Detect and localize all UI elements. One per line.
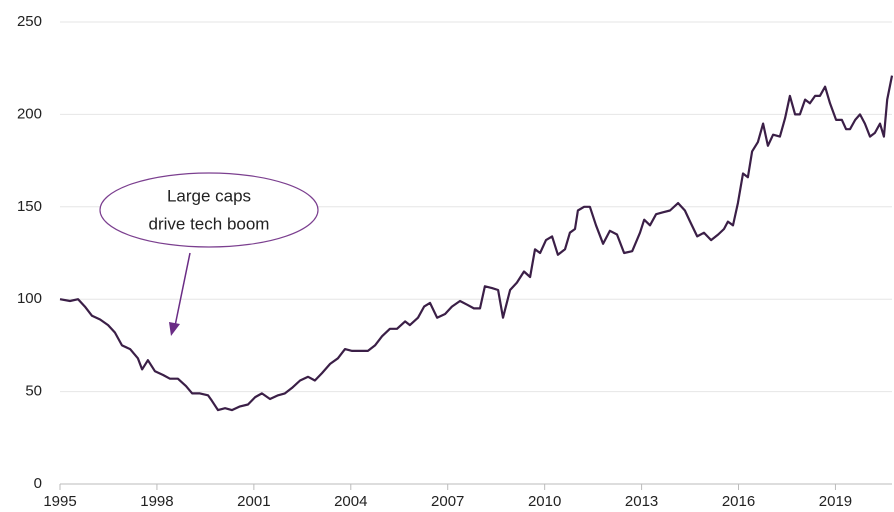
- x-tick-label: 2001: [237, 493, 270, 510]
- line-series: [59, 75, 894, 412]
- annotation-text: Large caps: [167, 186, 251, 205]
- x-tick-label: 2010: [528, 493, 561, 510]
- x-tick-label: 2004: [334, 493, 367, 510]
- y-tick-label: 100: [17, 290, 42, 307]
- x-tick-label: 2013: [625, 493, 658, 510]
- y-tick-label: 250: [17, 13, 42, 30]
- y-tick-label: 0: [34, 475, 42, 492]
- x-tick-label: 1995: [43, 493, 76, 510]
- x-tick-label: 2016: [722, 493, 755, 510]
- annotation-text: drive tech boom: [149, 214, 270, 233]
- x-tick-label: 2007: [431, 493, 464, 510]
- y-tick-label: 200: [17, 105, 42, 122]
- x-tick-label: 2019: [819, 493, 852, 510]
- annotation-arrow: [174, 252, 191, 327]
- y-tick-label: 150: [17, 198, 42, 215]
- annotation-arrowhead: [169, 322, 180, 336]
- y-tick-label: 50: [25, 383, 42, 400]
- annotation-bubble: [99, 172, 319, 248]
- x-tick-label: 1998: [140, 493, 173, 510]
